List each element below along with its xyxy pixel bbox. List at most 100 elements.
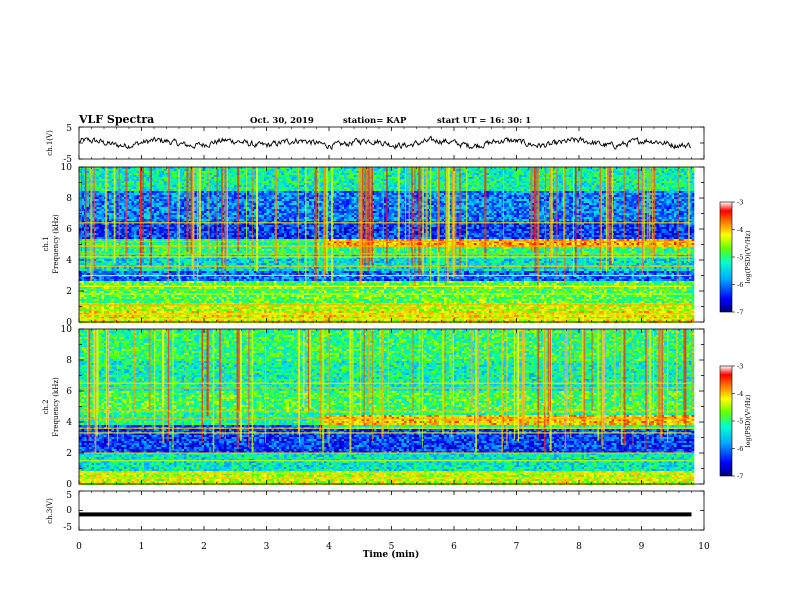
spectrogram-cell bbox=[284, 175, 287, 177]
spectrogram-cell bbox=[442, 173, 445, 175]
spectrogram-cell bbox=[339, 169, 342, 171]
spectrogram-cell bbox=[312, 169, 315, 171]
spectrogram-cell bbox=[122, 173, 125, 175]
spectrogram-cell bbox=[659, 169, 662, 171]
spectrogram-cell bbox=[164, 175, 167, 177]
spectrogram-cell bbox=[374, 171, 377, 173]
spectrogram-cell bbox=[442, 169, 445, 171]
spectrogram-cell bbox=[487, 171, 490, 173]
spectrogram-cell bbox=[594, 169, 597, 171]
spectrogram-cell bbox=[147, 175, 150, 177]
spectrogram-cell bbox=[264, 175, 267, 177]
spectrogram-cell bbox=[657, 171, 660, 173]
spectrogram-cell bbox=[592, 171, 595, 173]
spectrogram-cell bbox=[569, 171, 572, 173]
spectrogram-cell bbox=[392, 169, 395, 171]
spectrogram-cell bbox=[212, 175, 215, 177]
spectrogram-cell bbox=[682, 169, 685, 171]
spectrogram-cell bbox=[597, 171, 600, 173]
spectrogram-cell bbox=[334, 175, 337, 177]
spectrogram-cell bbox=[349, 175, 352, 177]
spectrogram-cell bbox=[212, 173, 215, 175]
spectrogram-cell bbox=[342, 175, 345, 177]
spectrogram-cell bbox=[514, 171, 517, 173]
spectrogram-cell bbox=[627, 169, 630, 171]
spectrogram-cell bbox=[307, 171, 310, 173]
spectrogram-cell bbox=[617, 173, 620, 175]
spectrogram-cell bbox=[519, 171, 522, 173]
spectrogram-cell bbox=[577, 173, 580, 175]
spectrogram-cell bbox=[289, 171, 292, 173]
spectrogram-cell bbox=[184, 169, 187, 171]
spectrogram-cell bbox=[132, 175, 135, 177]
spectrogram-cell bbox=[337, 171, 340, 173]
spectrogram-cell bbox=[147, 173, 150, 175]
spectrogram-cell bbox=[472, 171, 475, 173]
spectrogram-cell bbox=[292, 169, 295, 171]
spectrogram-cell bbox=[627, 173, 630, 175]
spectrogram-cell bbox=[392, 173, 395, 175]
spectrogram-cell bbox=[87, 173, 90, 175]
spectrogram-cell bbox=[122, 175, 125, 177]
spectrogram-cell bbox=[569, 169, 572, 171]
station-label: station= KAP bbox=[343, 116, 407, 126]
spectrogram-cell bbox=[492, 171, 495, 173]
spectrogram-cell bbox=[157, 175, 160, 177]
spectrogram-cell bbox=[234, 171, 237, 173]
spectrogram-cell bbox=[507, 173, 510, 175]
spectrogram-cell bbox=[342, 173, 345, 175]
ch1-waveform-line bbox=[79, 136, 691, 149]
spectrogram-cell bbox=[272, 169, 275, 171]
spectrogram-cell bbox=[157, 173, 160, 175]
spectrogram-cell bbox=[239, 173, 242, 175]
spectrogram-cell bbox=[547, 169, 550, 171]
spectrogram-cell bbox=[499, 173, 502, 175]
spectrogram-cell bbox=[402, 171, 405, 173]
spectrogram-cell bbox=[597, 169, 600, 171]
spectrogram-cell bbox=[309, 173, 312, 175]
spectrogram-cell bbox=[352, 169, 355, 171]
spectrogram-cell bbox=[482, 171, 485, 173]
spectrogram-cell bbox=[174, 175, 177, 177]
spectrogram-cell bbox=[469, 171, 472, 173]
spectrogram-cell bbox=[664, 169, 667, 171]
spectrogram-cell bbox=[144, 173, 147, 175]
spectrogram-cell bbox=[232, 169, 235, 171]
spectrogram-cell bbox=[129, 171, 132, 173]
spectrogram-cell bbox=[519, 169, 522, 171]
spectrogram-cell bbox=[682, 173, 685, 175]
spectrogram-cell bbox=[172, 173, 175, 175]
spectrogram-cell bbox=[512, 171, 515, 173]
spectrogram-cell bbox=[524, 169, 527, 171]
spectrogram-cell bbox=[334, 173, 337, 175]
start-time-label: start UT = 16: 30: 1 bbox=[437, 116, 531, 126]
spectrogram-cell bbox=[159, 171, 162, 173]
spectrogram-cell bbox=[684, 171, 687, 173]
spectrogram-cell bbox=[337, 173, 340, 175]
date-label: Oct. 30, 2019 bbox=[250, 116, 314, 126]
spectrogram-cell bbox=[617, 171, 620, 173]
spectrogram-cell bbox=[517, 171, 520, 173]
spectrogram-cell bbox=[144, 175, 147, 177]
spectrogram-cell bbox=[474, 173, 477, 175]
spectrogram-cell bbox=[669, 169, 672, 171]
spectrogram-cell bbox=[664, 171, 667, 173]
spectrogram-cell bbox=[172, 175, 175, 177]
spectrogram-cell bbox=[319, 173, 322, 175]
spectrogram-cell bbox=[632, 169, 635, 171]
spectrogram-cell bbox=[312, 171, 315, 173]
spectrogram-cell bbox=[477, 171, 480, 173]
spectrogram-cell bbox=[629, 173, 632, 175]
spectrogram-cell bbox=[657, 169, 660, 171]
spectrogram-cell bbox=[204, 169, 207, 171]
ch1-waveform-ylabel: ch.1(V) bbox=[46, 130, 54, 156]
spectrogram-cell bbox=[259, 173, 262, 175]
spectrogram-cell bbox=[202, 171, 205, 173]
spectrogram-cell bbox=[672, 169, 675, 171]
spectrogram-cell bbox=[339, 171, 342, 173]
spectrogram-cell bbox=[289, 169, 292, 171]
spectrogram-cell bbox=[394, 171, 397, 173]
spectrogram-cell bbox=[129, 173, 132, 175]
spectrogram-cell bbox=[679, 171, 682, 173]
spectrogram-cell bbox=[154, 171, 157, 173]
